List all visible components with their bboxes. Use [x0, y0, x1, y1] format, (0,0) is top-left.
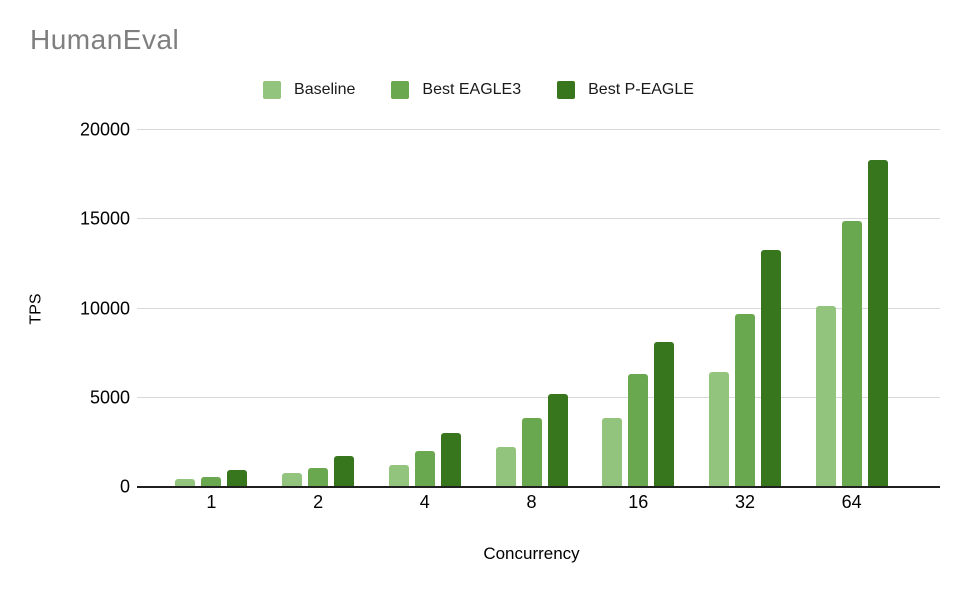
bar-best-p-eagle-1 — [227, 470, 248, 487]
y-tick-label-10000: 10000 — [79, 298, 130, 318]
x-tick-label-16: 16 — [628, 492, 649, 512]
bar-group-8 — [478, 130, 585, 487]
legend-swatch-best-p-eagle — [557, 81, 576, 99]
x-axis-ticks: 1 2 4 8 16 32 64 — [158, 492, 905, 513]
bar-baseline-2 — [282, 472, 303, 487]
bar-baseline-32 — [708, 371, 729, 487]
legend-item-best-eagle3: Best EAGLE3 — [391, 81, 521, 99]
x-tick-label-32: 32 — [734, 492, 755, 512]
legend-label-best-eagle3: Best EAGLE3 — [422, 81, 522, 98]
bar-best-eagle3-64 — [841, 220, 862, 487]
bar-group-32 — [692, 130, 799, 487]
bar-baseline-64 — [815, 305, 836, 487]
bars-region — [158, 130, 905, 487]
x-tick-label-64: 64 — [841, 492, 862, 512]
gridline-20000 — [137, 129, 940, 130]
bar-best-p-eagle-8 — [547, 393, 568, 487]
bar-baseline-1 — [175, 479, 196, 487]
bar-group-2 — [265, 130, 372, 487]
legend-swatch-baseline — [263, 81, 282, 99]
x-tick-label-4: 4 — [419, 492, 430, 512]
bar-group-4 — [371, 130, 478, 487]
legend-swatch-best-eagle3 — [391, 81, 410, 99]
bar-baseline-16 — [602, 417, 623, 487]
bar-baseline-4 — [388, 465, 409, 487]
y-tick-label-20000: 20000 — [79, 119, 130, 140]
bar-best-eagle3-2 — [308, 467, 329, 487]
bar-best-eagle3-1 — [201, 477, 222, 487]
gridline-10000 — [137, 307, 940, 309]
bar-best-p-eagle-64 — [867, 160, 888, 487]
x-tick-label-8: 8 — [526, 492, 537, 512]
bar-best-eagle3-8 — [521, 417, 542, 487]
chart-legend: Baseline Best EAGLE3 Best P-EAGLE — [0, 77, 957, 103]
x-axis-title: Concurrency — [483, 544, 580, 563]
bar-baseline-8 — [495, 446, 516, 487]
y-tick-label-0: 0 — [119, 476, 130, 497]
legend-item-baseline: Baseline — [263, 81, 355, 99]
bar-group-16 — [585, 130, 692, 487]
legend-item-best-p-eagle: Best P-EAGLE — [557, 81, 694, 99]
gridline-5000 — [137, 396, 940, 398]
x-tick-label-1: 1 — [206, 492, 217, 512]
y-tick-label-5000: 5000 — [89, 387, 130, 408]
bar-best-p-eagle-4 — [440, 432, 461, 487]
plot-area — [137, 129, 940, 488]
bar-group-1 — [158, 130, 265, 487]
bar-best-eagle3-32 — [734, 314, 755, 487]
y-tick-label-15000: 15000 — [79, 208, 130, 229]
gridline-15000 — [137, 218, 940, 220]
bar-group-64 — [798, 130, 905, 487]
bar-best-eagle3-16 — [628, 374, 649, 487]
bar-best-eagle3-4 — [414, 450, 435, 487]
bar-best-p-eagle-32 — [760, 250, 781, 487]
legend-label-baseline: Baseline — [294, 81, 356, 98]
x-axis-line — [137, 486, 940, 488]
bar-best-p-eagle-16 — [654, 342, 675, 487]
x-tick-label-2: 2 — [313, 492, 324, 512]
legend-label-best-p-eagle: Best P-EAGLE — [588, 81, 694, 98]
bar-best-p-eagle-2 — [334, 455, 355, 487]
y-axis-ticks: 0 5000 10000 15000 20000 — [0, 120, 130, 497]
chart-title: HumanEval — [30, 24, 180, 55]
